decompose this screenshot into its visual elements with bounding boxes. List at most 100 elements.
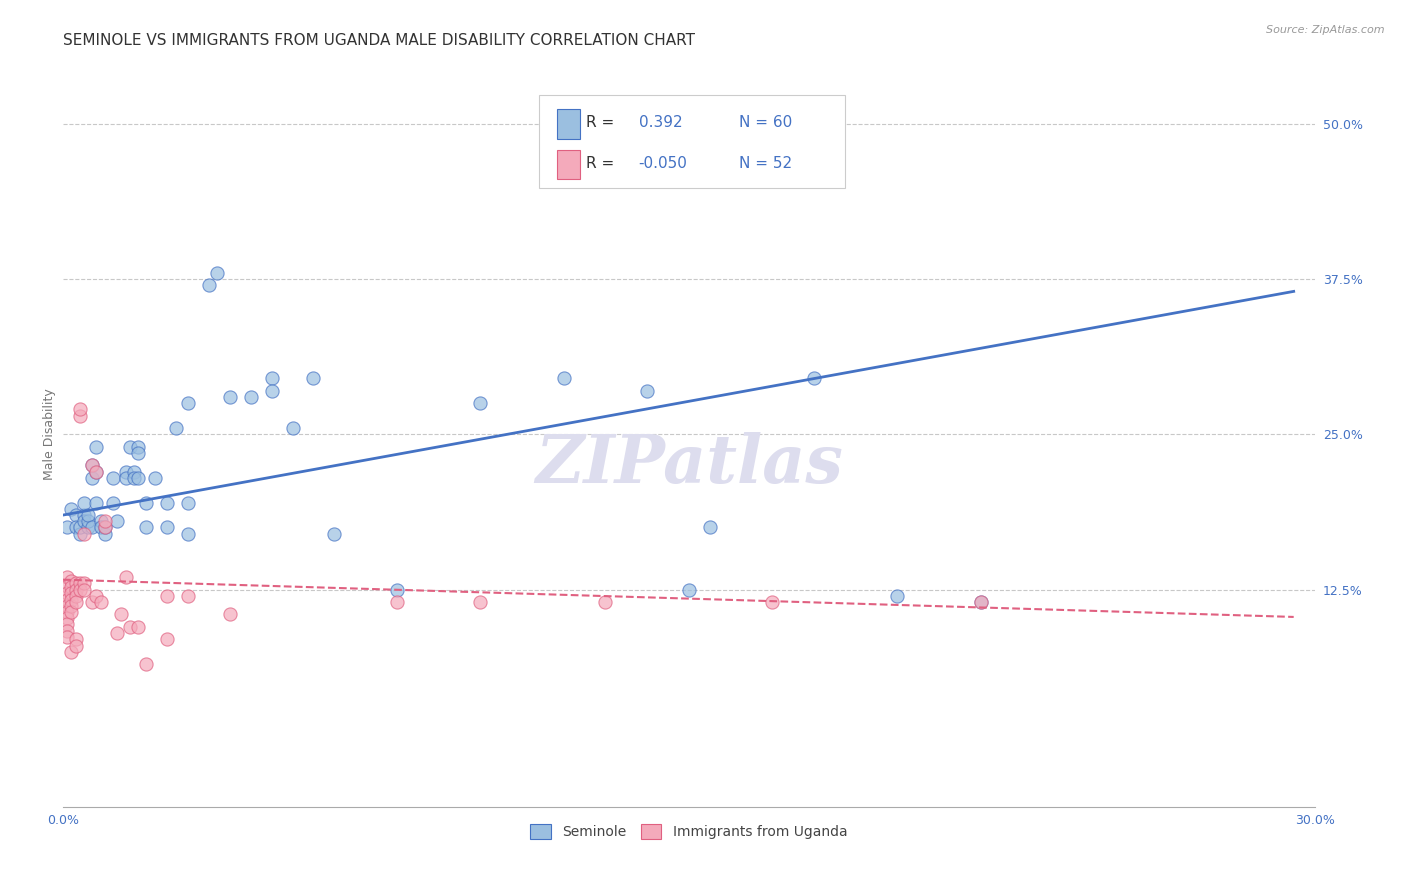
Point — [94, 520, 117, 534]
Point — [177, 526, 200, 541]
Point — [60, 645, 83, 659]
Point — [135, 657, 157, 672]
Point — [239, 390, 262, 404]
Text: Source: ZipAtlas.com: Source: ZipAtlas.com — [1267, 25, 1385, 35]
Point — [165, 421, 187, 435]
Point — [94, 514, 117, 528]
FancyBboxPatch shape — [557, 150, 579, 179]
Point — [73, 526, 96, 541]
Point — [90, 595, 112, 609]
Point — [127, 620, 149, 634]
Point — [302, 371, 325, 385]
Point — [65, 520, 87, 534]
Y-axis label: Male Disability: Male Disability — [44, 388, 56, 480]
Point — [65, 576, 87, 591]
Point — [135, 520, 157, 534]
Point — [219, 390, 242, 404]
Point — [77, 520, 100, 534]
Point — [69, 409, 91, 423]
Point — [56, 570, 79, 584]
Point — [127, 446, 149, 460]
Point — [94, 526, 117, 541]
Point — [73, 508, 96, 522]
Point — [553, 371, 575, 385]
Point — [56, 599, 79, 613]
Point — [73, 514, 96, 528]
Point — [56, 630, 79, 644]
Point — [803, 371, 825, 385]
Point — [60, 599, 83, 613]
Point — [177, 396, 200, 410]
Point — [86, 589, 108, 603]
Point — [65, 632, 87, 647]
Point — [970, 595, 993, 609]
Point — [73, 582, 96, 597]
Point — [385, 595, 408, 609]
Point — [886, 589, 908, 603]
Point — [82, 595, 104, 609]
Point — [114, 570, 136, 584]
Point — [156, 495, 179, 509]
Point — [60, 501, 83, 516]
Point — [56, 579, 79, 593]
Point — [156, 520, 179, 534]
Point — [219, 607, 242, 622]
Point — [82, 520, 104, 534]
Point — [77, 508, 100, 522]
Point — [86, 495, 108, 509]
Point — [65, 595, 87, 609]
Point — [105, 514, 128, 528]
Text: N = 52: N = 52 — [740, 155, 792, 170]
Point — [323, 526, 346, 541]
Point — [56, 617, 79, 632]
Point — [699, 520, 721, 534]
Point — [90, 514, 112, 528]
Point — [69, 576, 91, 591]
Point — [127, 471, 149, 485]
Point — [281, 421, 304, 435]
Point — [73, 495, 96, 509]
Point — [65, 582, 87, 597]
Point — [69, 526, 91, 541]
Point — [156, 632, 179, 647]
Point — [82, 458, 104, 473]
Point — [60, 592, 83, 607]
Point — [60, 580, 83, 594]
Point — [56, 624, 79, 638]
Point — [94, 520, 117, 534]
Point — [678, 582, 700, 597]
Point — [56, 592, 79, 607]
Point — [385, 582, 408, 597]
Point — [122, 465, 145, 479]
Point — [761, 595, 783, 609]
Point — [77, 514, 100, 528]
Text: 0.392: 0.392 — [638, 115, 682, 130]
Point — [135, 495, 157, 509]
Point — [156, 589, 179, 603]
Point — [143, 471, 166, 485]
Point — [60, 586, 83, 600]
Point — [90, 520, 112, 534]
Point — [56, 605, 79, 619]
Text: -0.050: -0.050 — [638, 155, 688, 170]
Point — [122, 471, 145, 485]
Point — [82, 471, 104, 485]
Text: R =: R = — [586, 115, 614, 130]
Point — [105, 626, 128, 640]
Point — [86, 440, 108, 454]
Point — [82, 458, 104, 473]
Point — [101, 471, 124, 485]
Point — [101, 495, 124, 509]
Point — [60, 574, 83, 588]
Point — [636, 384, 658, 398]
Point — [118, 440, 141, 454]
Point — [56, 611, 79, 625]
Point — [127, 440, 149, 454]
Point — [118, 620, 141, 634]
Point — [56, 586, 79, 600]
Point — [86, 465, 108, 479]
Text: N = 60: N = 60 — [740, 115, 792, 130]
FancyBboxPatch shape — [557, 110, 579, 139]
Point — [56, 520, 79, 534]
Point — [73, 576, 96, 591]
